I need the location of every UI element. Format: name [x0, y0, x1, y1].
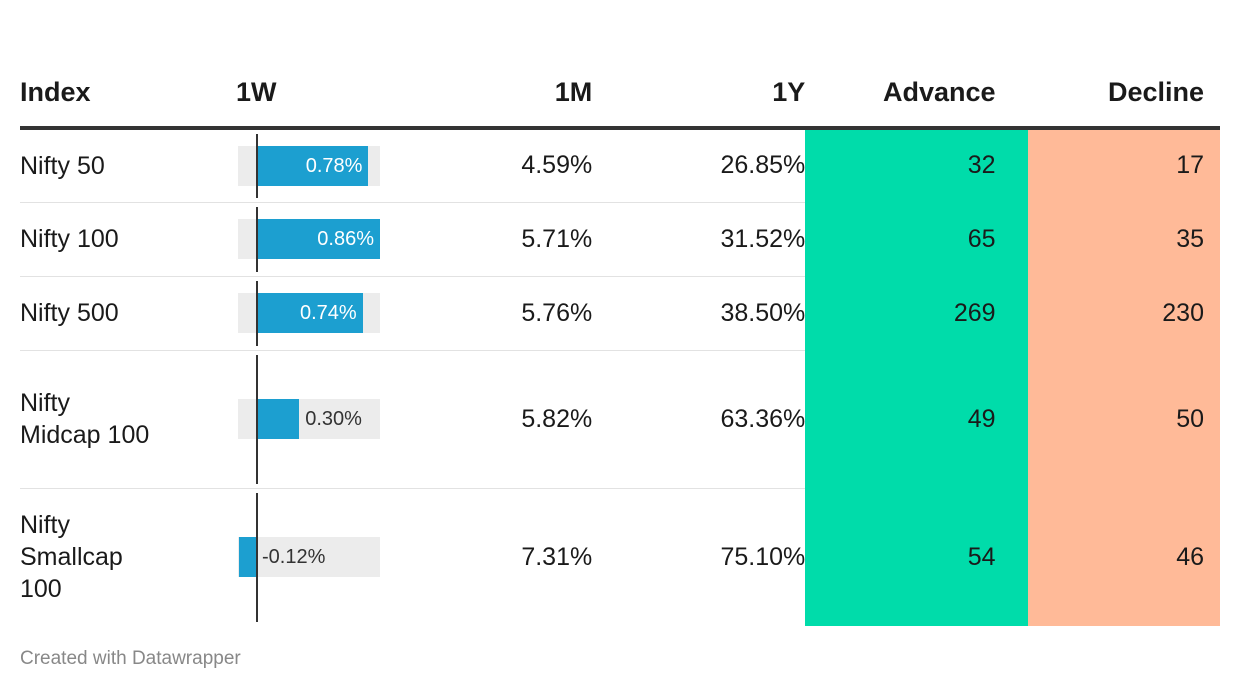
- header-decline[interactable]: Decline: [1027, 0, 1220, 130]
- year-change-cell: 26.85%: [592, 128, 806, 203]
- month-change-cell: 5.82%: [423, 350, 593, 489]
- index-name-cell: Nifty 50: [20, 128, 232, 203]
- bar-zero-axis: [256, 206, 258, 272]
- week-change-bar: [238, 537, 256, 578]
- index-name-cell: Nifty 500: [20, 276, 232, 351]
- week-change-bar: [256, 219, 380, 259]
- bar-track: 0.30%: [238, 399, 380, 439]
- advance-cell: 269: [805, 276, 1028, 351]
- bar-zero-axis: [256, 492, 258, 622]
- bar-track: 0.86%: [238, 219, 380, 259]
- week-change-cell: 0.74%: [232, 276, 424, 351]
- week-change-label: -0.12%: [262, 546, 326, 569]
- advance-cell: 65: [805, 202, 1028, 277]
- week-change-cell: 0.78%: [232, 128, 424, 203]
- week-change-bar: [256, 399, 300, 439]
- month-change-cell: 4.59%: [423, 128, 593, 203]
- decline-cell: 46: [1027, 488, 1220, 626]
- advance-cell: 54: [805, 488, 1028, 626]
- bar-track: -0.12%: [238, 537, 380, 578]
- table-body: Nifty 50 0.78% 4.59% 26.85% 32 17 Nifty 100 0.8…: [20, 128, 1220, 626]
- year-change-cell: 75.10%: [720, 542, 806, 571]
- bar-track: 0.74%: [238, 293, 380, 333]
- header-row: Index 1W 1M 1Y Advance Decline: [20, 0, 1220, 130]
- year-change-cell: 38.50%: [592, 276, 806, 351]
- week-change-bar: [256, 293, 363, 333]
- footer-credit[interactable]: Created with Datawrapper: [20, 648, 241, 669]
- index-name-cell: Nifty 100: [20, 202, 232, 277]
- month-change-cell: 7.31%: [521, 542, 593, 571]
- week-change-label: 0.30%: [305, 408, 362, 430]
- header-index[interactable]: Index: [20, 0, 232, 130]
- data-table-container: Index 1W 1M 1Y Advance Decline Nifty 50 0…: [20, 0, 1220, 626]
- table-row: Nifty Midcap 100 0.30% 5.82% 63.36% 49 50: [20, 350, 1220, 489]
- bar-track: 0.78%: [238, 145, 380, 186]
- header-1w[interactable]: 1W: [232, 0, 424, 130]
- index-performance-table: Index 1W 1M 1Y Advance Decline Nifty 50 0…: [20, 0, 1220, 626]
- bar-zero-axis: [256, 280, 258, 346]
- bar-zero-axis: [256, 354, 258, 484]
- week-change-label: 0.74%: [299, 302, 357, 324]
- table-row: Nifty Smallcap 100 -0.12% 7.31% 75.10% 54 46: [20, 488, 1220, 626]
- decline-cell: 35: [1027, 202, 1220, 277]
- bar-zero-axis: [256, 134, 258, 198]
- month-change-cell: 5.71%: [423, 202, 593, 277]
- decline-cell: 230: [1027, 276, 1220, 351]
- week-change-label: 0.86%: [317, 228, 374, 250]
- header-advance[interactable]: Advance: [805, 0, 1028, 130]
- week-change-bar: [256, 145, 369, 186]
- week-change-cell: 0.86%: [232, 202, 424, 277]
- month-change-cell: 5.76%: [423, 276, 593, 351]
- advance-cell: 32: [805, 128, 1028, 203]
- table-row: Nifty 500 0.74% 5.76% 38.50% 269 230: [20, 276, 1220, 351]
- decline-cell: 17: [1027, 128, 1220, 203]
- advance-cell: 49: [805, 350, 1028, 489]
- table-row: Nifty 100 0.86% 5.71% 31.52% 65 35: [20, 202, 1220, 277]
- year-change-cell: 63.36%: [592, 350, 806, 489]
- index-name-cell: Nifty Midcap 100: [20, 350, 232, 489]
- week-change-label: 0.78%: [305, 154, 363, 177]
- week-change-cell: 0.30%: [232, 350, 424, 489]
- year-change-cell: 31.52%: [592, 202, 806, 277]
- index-name-cell: Nifty Smallcap 100: [20, 511, 123, 604]
- header-1m[interactable]: 1M: [423, 0, 593, 130]
- decline-cell: 50: [1027, 350, 1220, 489]
- header-1y[interactable]: 1Y: [592, 0, 806, 130]
- table-row: Nifty 50 0.78% 4.59% 26.85% 32 17: [20, 128, 1220, 203]
- week-change-cell: -0.12%: [232, 488, 423, 626]
